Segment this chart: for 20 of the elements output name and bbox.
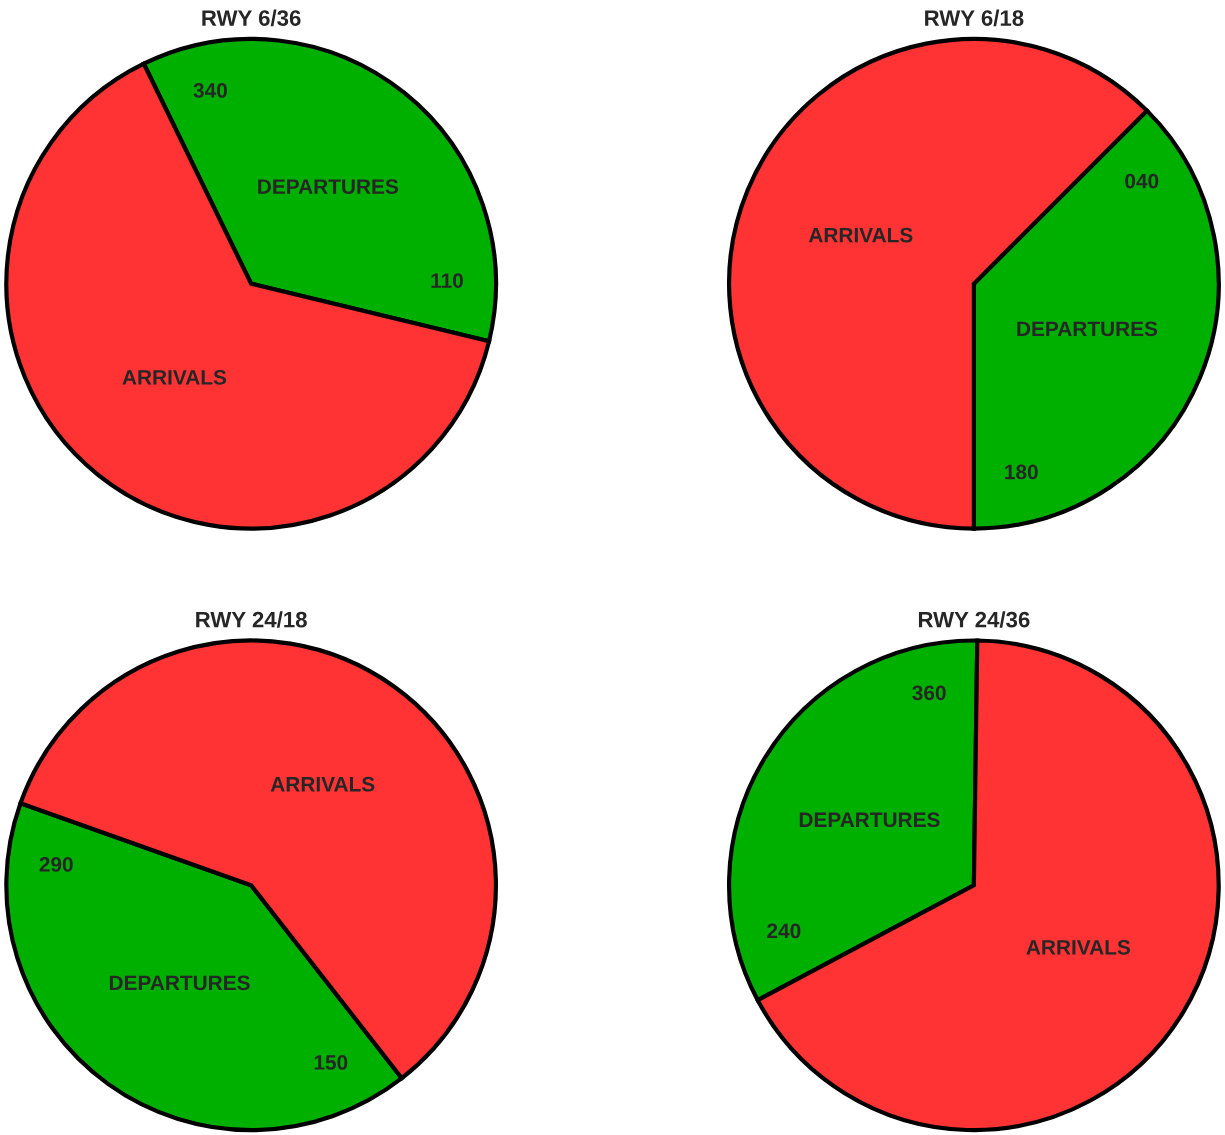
slice-label: ARRIVALS: [1026, 939, 1131, 955]
slice-label: ARRIVALS: [808, 227, 913, 243]
text: 150: [314, 1055, 348, 1070]
chart-title: RWY 24/18: [196, 611, 307, 628]
text: 110: [431, 273, 463, 288]
slice-label: ARRIVALS: [270, 776, 375, 792]
text: 240: [767, 923, 801, 939]
slice-label: DEPARTURES: [258, 179, 399, 194]
text: 340: [193, 83, 227, 98]
chart-title: RWY 6/36: [202, 9, 301, 27]
chart-title: RWY 24/36: [918, 611, 1030, 628]
slice-label: DEPARTURES: [1017, 321, 1158, 337]
chart-title: RWY 6/18: [925, 9, 1024, 27]
text: 360: [912, 685, 946, 701]
text: 040: [1125, 173, 1159, 189]
slice-label: DEPARTURES: [109, 975, 250, 991]
text: 290: [39, 857, 73, 872]
text: 180: [1005, 464, 1038, 480]
slice-label: ARRIVALS: [122, 369, 227, 385]
slice-label: DEPARTURES: [799, 812, 940, 828]
